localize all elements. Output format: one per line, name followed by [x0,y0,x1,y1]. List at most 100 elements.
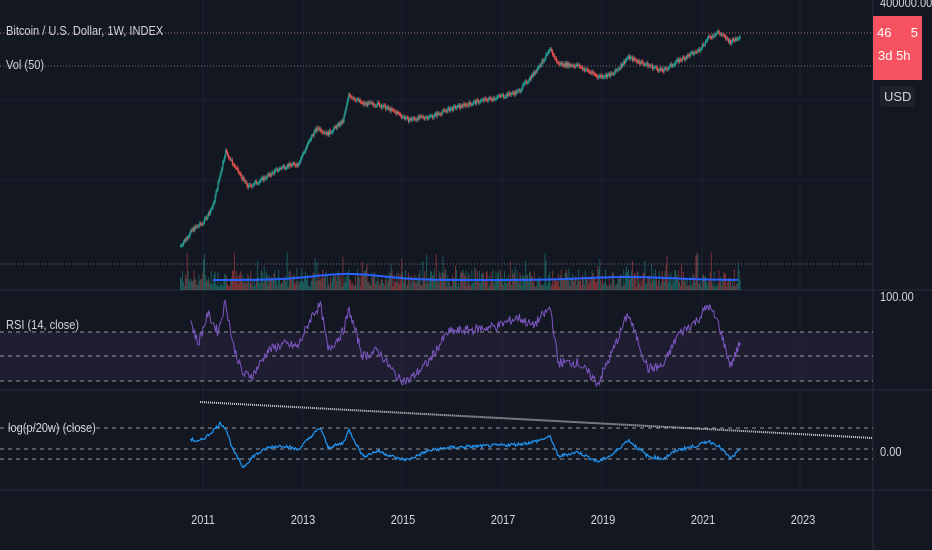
volume-bar [561,279,563,290]
candle [350,95,352,98]
candle [293,163,295,165]
volume-bar [527,274,529,290]
volume-bar [685,285,687,290]
volume-bar [245,277,247,290]
volume-bar [606,286,608,290]
volume-bar [271,277,273,290]
volume-bar [548,275,550,290]
volume-bar [398,272,400,290]
candle [276,168,278,170]
candle [627,55,630,58]
candle [605,74,608,78]
candle [287,165,289,167]
volume-bar [458,286,460,290]
candle [707,36,709,39]
candle [382,105,384,107]
volume-bar [521,284,523,290]
volume-bar [669,281,671,290]
volume-bar [538,276,540,290]
candle [416,119,418,121]
volume-label[interactable]: Vol (50) [6,57,45,72]
candle [733,40,735,42]
candle [387,106,389,109]
log-ratio-label[interactable]: log(p/20w) (close) [8,420,96,435]
candle [280,168,283,170]
volume-bar [190,278,192,290]
volume-bar [507,275,509,290]
volume-bar [586,278,588,290]
volume-bar [636,271,638,290]
volume-bar [215,283,217,290]
volume-bar [652,280,654,290]
candle [226,150,228,153]
candle [397,112,399,114]
candle [413,117,415,119]
candle [251,185,253,187]
candle [192,228,194,231]
candle [700,49,702,51]
candle [698,49,700,51]
candle [619,68,621,70]
candle [559,63,561,65]
volume-bar [352,282,354,290]
volume-bar [288,271,290,290]
volume-bar [330,282,332,290]
volume-bar [384,279,386,290]
volume-bar [305,279,307,290]
volume-bar [564,272,566,290]
volume-bar [624,284,626,290]
volume-bar [192,280,194,290]
candle [436,112,438,117]
volume-bar [519,272,521,290]
candle [225,150,227,157]
volume-bar [453,280,455,290]
volume-bar [712,285,714,290]
rsi-label[interactable]: RSI (14, close) [6,317,80,332]
candle [265,178,267,180]
volume-bar [201,279,203,290]
volume-bar [188,279,190,290]
candle [277,169,280,171]
candle [666,68,668,70]
candle [592,71,594,74]
volume-bar [461,272,463,290]
volume-bar [723,272,725,290]
volume-bar [496,279,498,290]
volume-bar [737,262,739,290]
candle [403,116,406,119]
volume-bar [205,275,206,290]
volume-bar [437,282,439,290]
volume-bar [539,280,541,290]
candle [216,189,218,191]
candle [681,57,684,61]
volume-bar [695,255,697,290]
candle [527,81,530,83]
candle [727,39,730,43]
candle [371,102,373,104]
candle [327,132,329,135]
volume-bar [493,284,495,290]
volume-bar [509,261,511,290]
candle [524,82,526,85]
candle [377,102,379,106]
volume-bar [628,269,630,290]
volume-bar [600,280,602,290]
candle [375,105,377,107]
candle [481,99,484,101]
currency-badge[interactable]: USD [880,86,916,107]
candle [633,57,635,60]
candle [255,181,258,184]
volume-bar [456,286,458,290]
volume-bar [590,276,592,290]
candle [715,33,717,36]
symbol-title[interactable]: Bitcoin / U.S. Dollar, 1W, INDEX [6,23,164,38]
candle [675,62,677,64]
candle [236,167,238,169]
candle [195,226,197,228]
volume-bar [576,284,578,290]
candle [487,99,489,101]
candle [677,59,680,63]
volume-bar [356,269,358,290]
candle [465,104,467,107]
